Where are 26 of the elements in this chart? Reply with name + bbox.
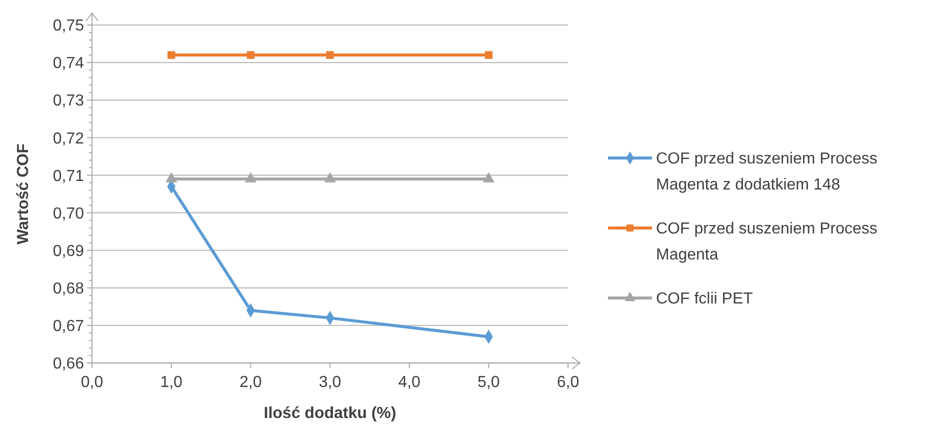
y-tick-label: 0,69 [52, 242, 84, 260]
y-tick-label: 0,73 [52, 92, 84, 110]
x-tick-label: 5,0 [478, 374, 500, 391]
x-axis-title: Ilość dodatku (%) [264, 405, 396, 422]
point [246, 51, 255, 59]
y-tick-label: 0,72 [52, 130, 84, 148]
x-tick-label: 2,0 [240, 374, 262, 391]
y-tick-label: 0,68 [52, 280, 84, 298]
legend-label: COF fclii PET [656, 290, 754, 308]
y-tick-label: 0,70 [52, 205, 84, 222]
x-tick-label: 3,0 [318, 374, 342, 391]
y-tick-label: 0,66 [52, 356, 84, 373]
legend-label: COF przed suszeniem Process Magenta z dodatkiem 148 [656, 150, 878, 194]
point [326, 51, 334, 59]
x-tick-label: 4,0 [398, 374, 421, 391]
y-tick-label: 0,75 [52, 18, 84, 35]
x-tick-label: 6,0 [556, 374, 580, 391]
legend-label: COF przed suszeniem Process Magenta [656, 220, 878, 264]
point [167, 51, 176, 59]
y-axis-title: Wartość COF [15, 143, 32, 244]
y-tick-label: 0,71 [52, 168, 84, 185]
point [484, 51, 493, 59]
y-tick-label: 0,74 [52, 55, 84, 72]
x-tick-label: 1,0 [160, 374, 183, 391]
x-tick-label: 0,0 [80, 374, 104, 391]
y-tick-label: 0,67 [52, 318, 84, 336]
